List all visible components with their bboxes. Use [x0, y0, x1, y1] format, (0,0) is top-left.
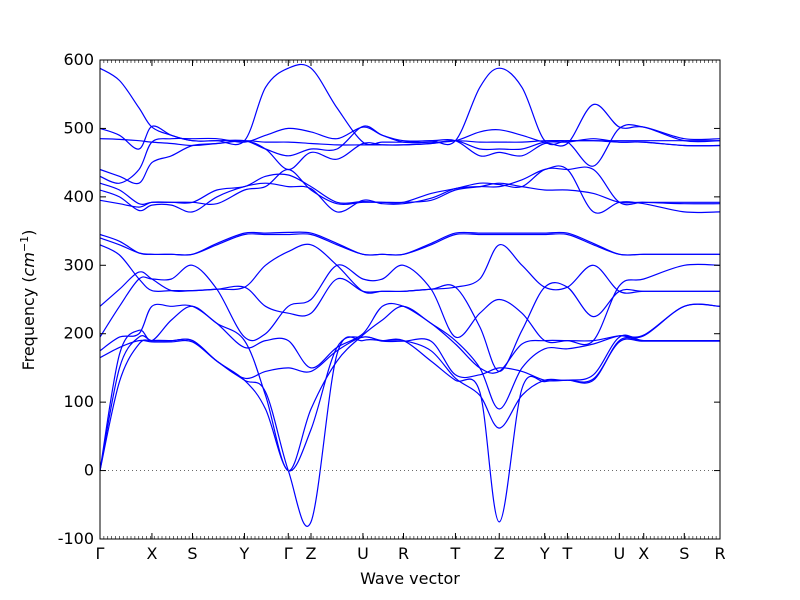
y-tick-label: 100: [63, 392, 94, 411]
x-tick-label: R: [714, 544, 725, 563]
x-tick-label: T: [562, 544, 573, 563]
x-tick-label: Γ: [96, 544, 105, 563]
x-tick-label: T: [450, 544, 461, 563]
x-tick-label: Z: [306, 544, 317, 563]
x-tick-label: X: [638, 544, 649, 563]
band-line-2: [99, 334, 720, 472]
y-tick-label: -100: [58, 529, 94, 548]
band-line-3: [99, 303, 721, 472]
y-tick-label: 300: [63, 255, 94, 274]
x-tick-label: Z: [494, 544, 505, 563]
band-line-5: [99, 302, 721, 374]
y-axis-title-prefix: Frequency (: [19, 276, 38, 370]
y-tick-label: 400: [63, 187, 94, 206]
band-line-18: [99, 63, 720, 146]
y-tick-label: 600: [63, 50, 94, 69]
band-line-8: [99, 243, 720, 294]
band-lines: [99, 63, 721, 527]
band-line-1: [99, 336, 720, 527]
x-tick-label: Y: [239, 544, 250, 563]
y-axis-title: Frequency (cm−1): [18, 230, 39, 371]
x-tick-label: U: [614, 544, 626, 563]
y-axis-title-unit: cm: [19, 252, 38, 276]
x-tick-label: Y: [539, 544, 550, 563]
band-line-7: [99, 271, 720, 373]
y-tick-label: 500: [63, 118, 94, 137]
y-axis-ticks: -100 0 100 200 300 400 500 600: [58, 50, 720, 548]
band-line-17: [99, 103, 721, 157]
x-tick-label: R: [398, 544, 409, 563]
x-tick-label: Γ: [284, 544, 293, 563]
x-tick-label: U: [357, 544, 369, 563]
y-tick-label: 0: [84, 461, 94, 480]
plot-frame: [99, 59, 721, 540]
y-tick-label: 200: [63, 324, 94, 343]
band-line-12: [99, 165, 721, 214]
y-axis-title-exp: −1: [18, 236, 31, 252]
x-axis-title: Wave vector: [360, 569, 460, 588]
x-tick-label: S: [679, 544, 689, 563]
band-line-15: [99, 124, 721, 184]
band-line-13: [99, 166, 720, 206]
x-tick-label: S: [187, 544, 197, 563]
x-tick-label: X: [146, 544, 157, 563]
band-line-6: [99, 263, 721, 346]
band-line-4: [99, 336, 720, 383]
y-axis-title-suffix: ): [19, 230, 38, 236]
band-line-10: [99, 231, 720, 256]
